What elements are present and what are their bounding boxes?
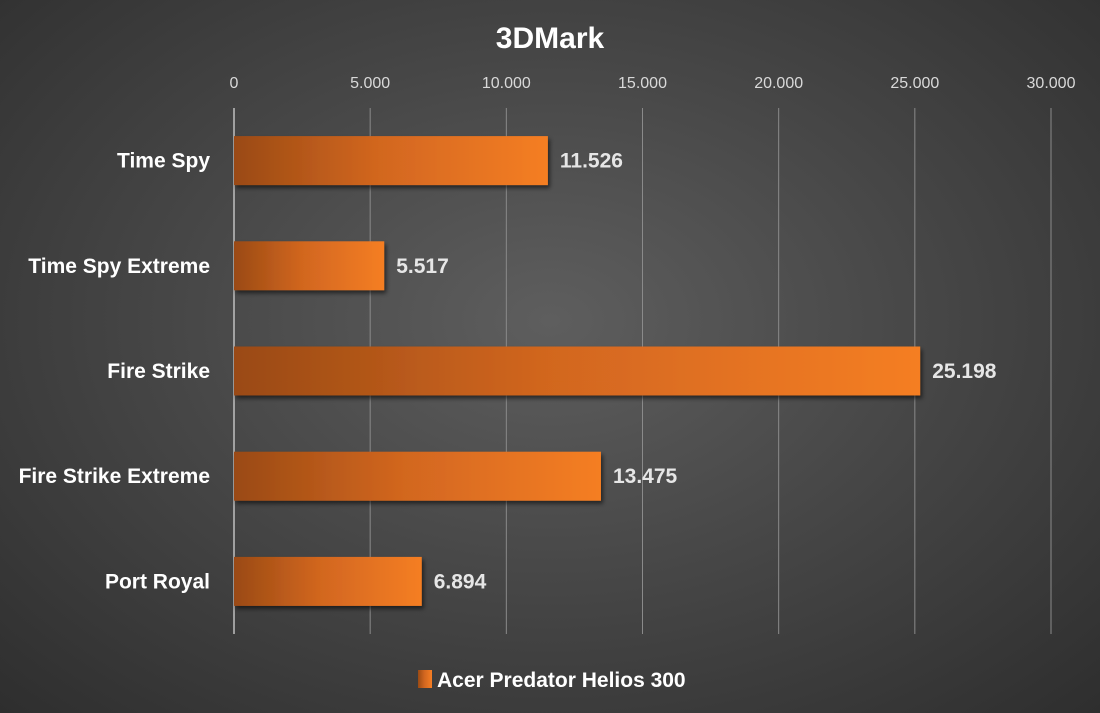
x-tick-label: 5.000 <box>350 75 390 92</box>
bar <box>234 136 548 186</box>
bar <box>234 451 601 501</box>
legend-swatch <box>418 670 432 688</box>
data-label: 11.526 <box>560 150 623 173</box>
y-tick-label: Time Spy <box>117 150 210 173</box>
bar <box>234 241 385 291</box>
y-tick-label: Port Royal <box>105 570 210 593</box>
x-tick-label: 10.000 <box>482 75 531 92</box>
y-tick-label: Fire Strike <box>107 360 210 383</box>
x-axis-ticks: 0 5.000 10.000 15.000 20.000 25.000 30.000 <box>230 75 1076 92</box>
bars <box>234 136 921 606</box>
data-label: 13.475 <box>613 465 678 488</box>
x-tick-label: 0 <box>230 75 239 92</box>
bar <box>234 556 422 606</box>
data-label: 6.894 <box>434 570 487 593</box>
legend-label: Acer Predator Helios 300 <box>437 669 686 692</box>
x-tick-label: 30.000 <box>1027 75 1076 92</box>
y-axis-labels: Time Spy Time Spy Extreme Fire Strike Fire … <box>19 150 211 594</box>
x-tick-label: 20.000 <box>754 75 803 92</box>
y-tick-label: Time Spy Extreme <box>28 255 210 278</box>
y-tick-label: Fire Strike Extreme <box>19 465 210 488</box>
bar <box>234 346 921 396</box>
chart-title: 3DMark <box>496 22 605 55</box>
legend: Acer Predator Helios 300 <box>418 669 686 692</box>
data-label: 5.517 <box>396 255 449 278</box>
x-tick-label: 15.000 <box>618 75 667 92</box>
x-tick-label: 25.000 <box>890 75 939 92</box>
data-label: 25.198 <box>932 360 997 383</box>
data-labels: 11.526 5.517 25.198 13.475 6.894 <box>396 150 997 594</box>
